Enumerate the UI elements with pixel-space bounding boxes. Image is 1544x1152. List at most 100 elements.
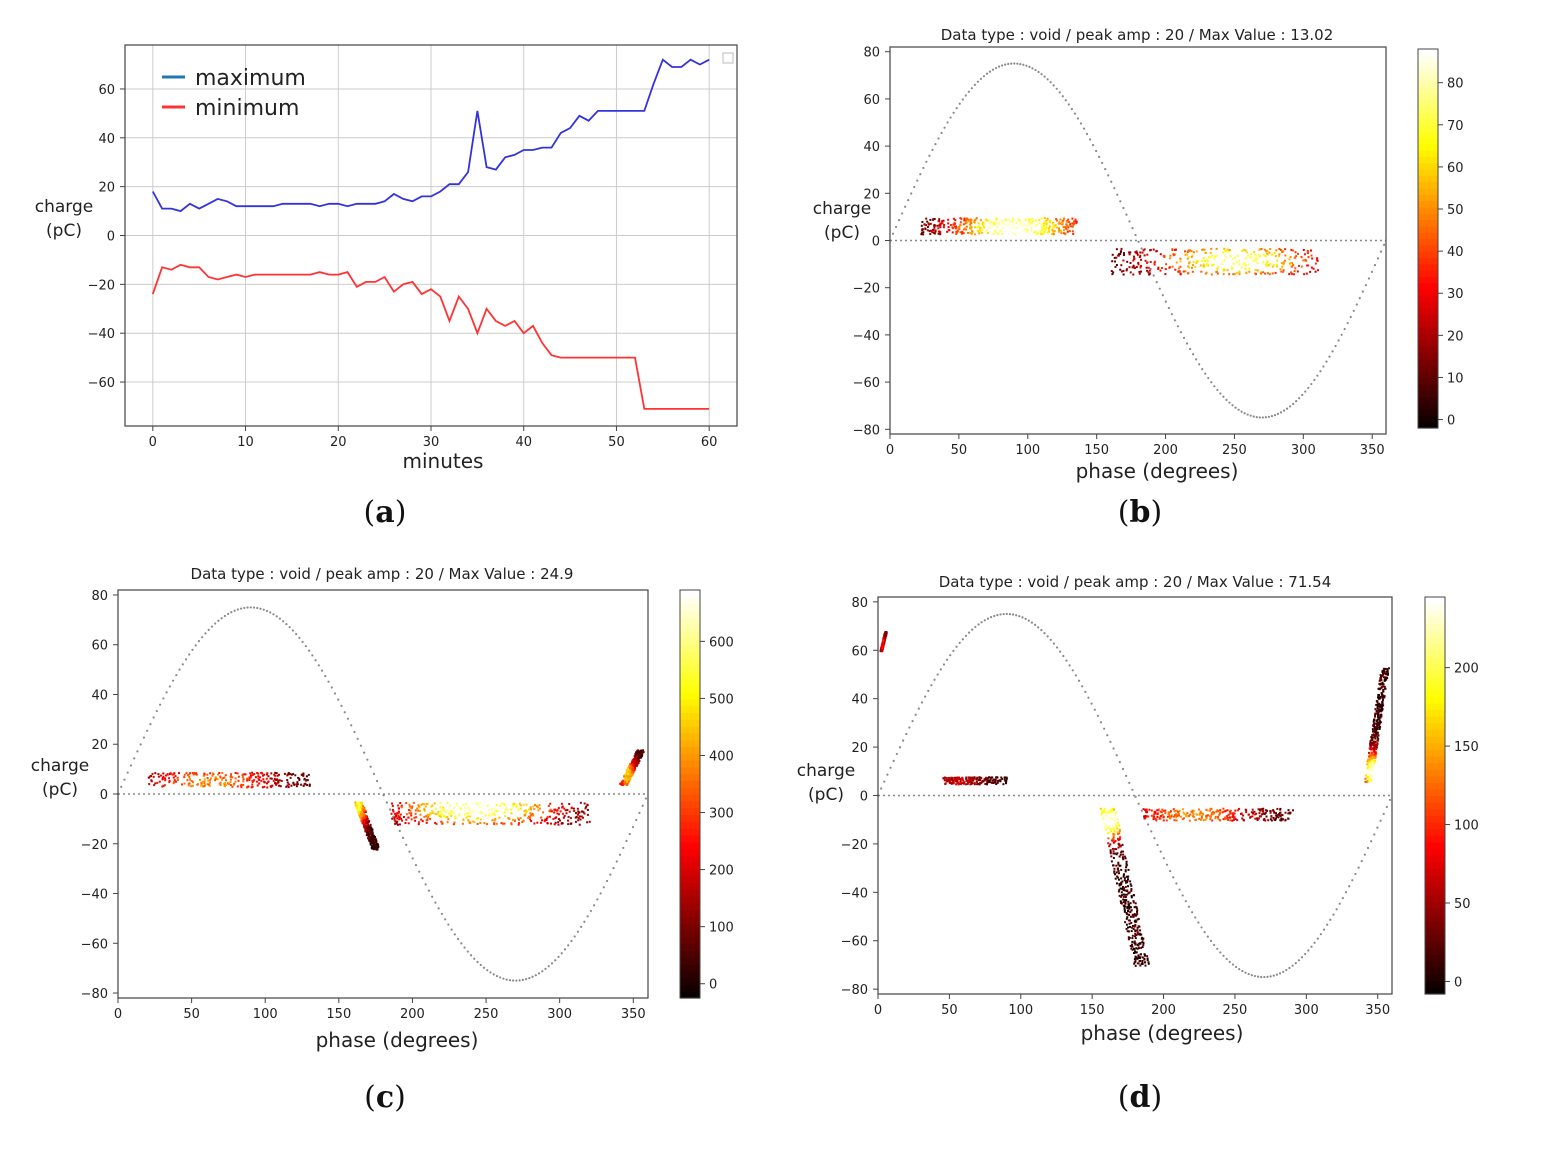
pd-point bbox=[982, 224, 985, 227]
pd-point bbox=[1128, 922, 1131, 925]
sine-reference-dot bbox=[1349, 315, 1352, 319]
pd-point bbox=[286, 784, 289, 787]
x-tick-label: 50 bbox=[183, 1007, 200, 1022]
pd-point bbox=[395, 813, 398, 816]
y-tick-label: 80 bbox=[863, 46, 880, 61]
pd-point bbox=[483, 822, 486, 825]
pd-point bbox=[510, 823, 513, 826]
pd-point bbox=[512, 805, 515, 808]
pd-point bbox=[1115, 853, 1118, 856]
pd-point bbox=[1136, 957, 1139, 960]
colorbar-segment bbox=[680, 603, 700, 611]
sine-reference-dot bbox=[1341, 896, 1344, 900]
pd-point bbox=[1127, 926, 1129, 929]
pd-point bbox=[1284, 248, 1287, 251]
pd-point bbox=[1375, 746, 1378, 749]
pd-point bbox=[1162, 819, 1165, 822]
pd-point bbox=[985, 229, 988, 232]
pd-point bbox=[979, 219, 982, 222]
pd-point bbox=[1290, 265, 1293, 268]
pd-point bbox=[515, 806, 518, 809]
sine-reference-dot bbox=[1131, 227, 1134, 230]
pd-point bbox=[568, 810, 571, 813]
pd-point bbox=[359, 807, 361, 810]
pd-point bbox=[518, 818, 520, 821]
colorbar-segment bbox=[1418, 238, 1438, 246]
sine-reference-dot bbox=[1335, 908, 1338, 911]
pd-point bbox=[1162, 816, 1165, 819]
sine-reference-dot bbox=[1040, 73, 1043, 76]
pd-point bbox=[1179, 260, 1182, 263]
colorbar-segment bbox=[680, 685, 700, 693]
pd-point bbox=[453, 821, 456, 824]
chart-title: Data type : void / peak amp : 20 / Max V… bbox=[191, 565, 574, 583]
pd-point bbox=[1279, 815, 1282, 817]
pd-point bbox=[1058, 227, 1060, 230]
pd-point bbox=[1022, 221, 1025, 224]
pd-point bbox=[552, 818, 555, 820]
sine-reference-dot bbox=[1181, 894, 1184, 897]
sine-reference-dot bbox=[171, 679, 175, 682]
pd-point bbox=[989, 778, 992, 781]
pd-point bbox=[922, 233, 925, 236]
colorbar-segment bbox=[1418, 175, 1438, 183]
pd-point bbox=[188, 782, 191, 785]
pd-point bbox=[1172, 254, 1175, 257]
pd-point bbox=[234, 772, 237, 774]
pd-point bbox=[1266, 252, 1269, 255]
pd-point bbox=[532, 805, 535, 808]
pd-point bbox=[1187, 265, 1190, 268]
pd-point bbox=[1262, 807, 1265, 810]
sine-reference-dot bbox=[1184, 900, 1187, 903]
sine-reference-dot bbox=[1279, 411, 1283, 414]
pd-point bbox=[1111, 253, 1114, 256]
pd-point bbox=[1018, 226, 1021, 229]
pd-point bbox=[270, 772, 273, 775]
pd-point bbox=[1157, 808, 1160, 811]
pd-point bbox=[363, 825, 366, 828]
pd-point bbox=[1105, 819, 1108, 821]
sine-reference-dot bbox=[1194, 916, 1197, 919]
pd-point bbox=[357, 810, 360, 812]
pd-point bbox=[426, 813, 429, 816]
pd-point bbox=[567, 823, 570, 826]
pd-point bbox=[1129, 251, 1132, 254]
pd-point bbox=[158, 780, 161, 783]
sine-reference-dot bbox=[184, 658, 188, 661]
pd-point bbox=[185, 772, 188, 775]
pd-point bbox=[532, 814, 535, 817]
pd-point bbox=[229, 784, 232, 786]
pd-point bbox=[1130, 947, 1133, 950]
legend-label-minimum: minimum bbox=[195, 96, 299, 121]
pd-point bbox=[1367, 758, 1370, 761]
colorbar-segment bbox=[680, 964, 700, 972]
pd-point bbox=[1179, 272, 1182, 275]
pd-point bbox=[951, 779, 954, 782]
pd-point bbox=[635, 764, 638, 767]
pd-point bbox=[1238, 270, 1241, 273]
colorbar-segment bbox=[680, 630, 700, 639]
pd-point bbox=[1161, 808, 1164, 811]
pd-point bbox=[1146, 959, 1149, 962]
pd-point bbox=[1129, 915, 1132, 918]
y-axis-label-line2: (pC) bbox=[42, 780, 78, 800]
pd-point bbox=[1169, 254, 1172, 257]
pd-point bbox=[374, 841, 377, 844]
pd-point bbox=[1205, 816, 1208, 819]
pd-point bbox=[508, 817, 511, 820]
pd-point bbox=[1172, 808, 1175, 811]
pd-point bbox=[1109, 850, 1112, 853]
sine-reference-dot bbox=[1150, 830, 1153, 833]
pd-point bbox=[967, 231, 970, 234]
pd-point bbox=[547, 804, 550, 807]
sine-reference-dot bbox=[898, 746, 902, 749]
pd-point bbox=[1370, 745, 1373, 748]
pd-point bbox=[1278, 812, 1281, 815]
sine-reference-dot bbox=[934, 143, 937, 146]
pd-point bbox=[1290, 249, 1293, 251]
pd-point bbox=[1280, 262, 1283, 265]
pd-point bbox=[1218, 812, 1221, 815]
pd-point bbox=[1184, 253, 1187, 256]
legend-label-maximum: maximum bbox=[195, 66, 306, 91]
colorbar-segment bbox=[1418, 301, 1438, 309]
